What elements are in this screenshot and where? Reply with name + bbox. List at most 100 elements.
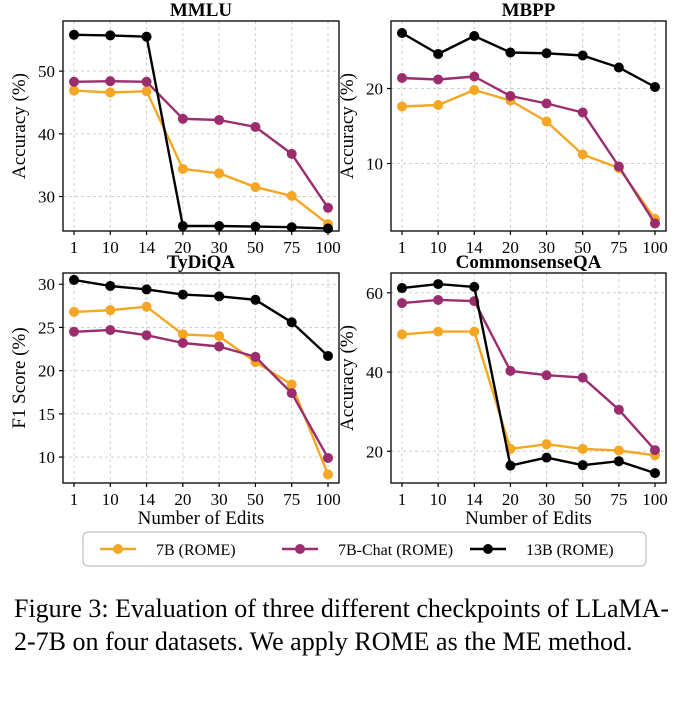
x-tick-label: 75 (610, 490, 627, 509)
x-tick-label: 100 (315, 238, 341, 257)
chart-panel-mbpp: 1 10 14 20 30 50 75 100 10 20 MBPP Accuracy (%) (337, 0, 668, 257)
data-point-13b-rome (505, 460, 516, 471)
data-point-13b-rome (650, 82, 660, 92)
legend-label-7b-rome: 7B (ROME) (156, 542, 236, 559)
data-point-13b-rome (541, 452, 552, 463)
data-point-13b-rome (397, 28, 407, 38)
series-line-7b-chat-rome (401, 298, 656, 451)
data-point-7b-chat-rome (397, 73, 407, 83)
data-point-7b-chat-rome (323, 202, 333, 213)
data-point-13b-rome (105, 30, 116, 41)
x-tick-label: 1 (398, 490, 407, 509)
data-point-7b-rome (613, 445, 624, 456)
data-point-7b-rome (577, 443, 588, 454)
y-tick-label: 50 (38, 62, 55, 81)
data-point-7b-rome (214, 168, 225, 179)
data-point-7b-rome (286, 190, 297, 201)
data-point-13b-rome (214, 291, 225, 302)
chart-panel-tydiqa: 1 10 14 20 30 50 75 100 10 15 20 25 30 TyDiQA F1 Score… (9, 252, 341, 529)
x-tick-label: 30 (538, 238, 555, 257)
data-point-7b-chat-rome (214, 115, 225, 126)
y-tick-label: 10 (38, 448, 55, 467)
data-point-13b-rome (577, 50, 588, 61)
legend-label-7b-chat-rome: 7B-Chat (ROME) (338, 542, 453, 559)
data-point-13b-rome (577, 460, 588, 471)
series-line-7b-chat-rome (401, 75, 657, 225)
chart-title: MBPP (502, 0, 556, 21)
y-axis-label: F1 Score (%) (9, 327, 30, 428)
data-point-13b-rome (433, 49, 444, 59)
plot-frame (390, 20, 667, 232)
y-axis-label: Accuracy (%) (337, 325, 358, 431)
x-tick-label: 14 (466, 238, 484, 257)
y-tick-label: 30 (38, 188, 55, 207)
data-point-7b-rome (214, 331, 225, 342)
x-tick-label: 10 (430, 238, 447, 257)
data-point-7b-chat-rome (286, 148, 297, 159)
x-tick-label: 10 (102, 490, 119, 509)
chart-title: TyDiQA (167, 252, 236, 273)
data-point-7b-chat-rome (613, 161, 624, 172)
x-tick-label: 20 (174, 238, 191, 257)
data-point-13b-rome (69, 274, 79, 285)
data-point-7b-rome (469, 326, 480, 337)
y-tick-label: 60 (366, 284, 383, 303)
legend-marker-7b-rome (113, 544, 123, 554)
data-point-13b-rome (141, 31, 152, 42)
data-point-7b-chat-rome (214, 341, 225, 352)
x-tick-label: 20 (502, 238, 519, 257)
x-tick-label: 50 (247, 238, 264, 257)
series-line-7b-rome (73, 89, 329, 226)
x-tick-label: 14 (138, 238, 156, 257)
data-point-7b-chat-rome (613, 404, 624, 415)
data-point-7b-chat-rome (650, 445, 660, 456)
data-point-13b-rome (214, 220, 225, 231)
data-point-7b-chat-rome (433, 74, 444, 85)
data-point-7b-rome (433, 326, 444, 337)
data-point-13b-rome (250, 294, 261, 305)
series-line-13b-rome (401, 282, 656, 475)
data-point-13b-rome (397, 283, 407, 294)
x-tick-label: 10 (102, 238, 119, 257)
data-point-7b-rome (541, 116, 552, 127)
legend: 7B (ROME) 7B-Chat (ROME) 13B (ROME) (82, 531, 647, 567)
data-point-7b-rome (69, 85, 79, 96)
data-point-13b-rome (650, 468, 660, 479)
data-point-13b-rome (177, 220, 188, 231)
y-tick-label: 15 (38, 405, 55, 424)
data-point-7b-chat-rome (105, 325, 116, 336)
data-point-7b-chat-rome (433, 294, 444, 305)
y-tick-label: 20 (366, 442, 383, 461)
x-tick-label: 50 (574, 238, 591, 257)
data-point-7b-rome (177, 163, 188, 174)
x-tick-label: 30 (211, 490, 228, 509)
data-point-7b-rome (105, 305, 116, 316)
data-point-7b-rome (469, 85, 480, 95)
data-point-13b-rome (286, 222, 297, 233)
data-point-7b-chat-rome (650, 218, 660, 229)
data-point-7b-rome (577, 149, 588, 160)
x-tick-label: 14 (466, 490, 484, 509)
data-point-7b-rome (250, 182, 261, 193)
data-point-13b-rome (141, 284, 152, 295)
y-tick-label: 10 (366, 155, 383, 174)
x-tick-label: 75 (283, 238, 300, 257)
data-point-13b-rome (613, 62, 624, 73)
legend-label-13b-rome: 13B (ROME) (526, 542, 614, 559)
series-line-7b-chat-rome (73, 328, 330, 459)
data-point-7b-chat-rome (577, 107, 588, 118)
x-tick-label: 10 (430, 490, 447, 509)
x-tick-label: 1 (70, 238, 79, 257)
data-point-7b-rome (433, 100, 444, 110)
data-point-13b-rome (105, 280, 116, 291)
y-tick-label: 40 (38, 125, 55, 144)
data-point-13b-rome (613, 456, 624, 467)
data-point-7b-chat-rome (541, 98, 552, 109)
x-tick-label: 1 (70, 490, 79, 509)
data-point-7b-rome (397, 101, 407, 112)
chart-panel-mmlu: 1 10 14 20 30 50 75 100 30 40 50 MMLU Accuracy (%) (9, 0, 341, 257)
data-point-7b-chat-rome (286, 388, 297, 399)
x-axis-label: Number of Edits (465, 508, 592, 529)
